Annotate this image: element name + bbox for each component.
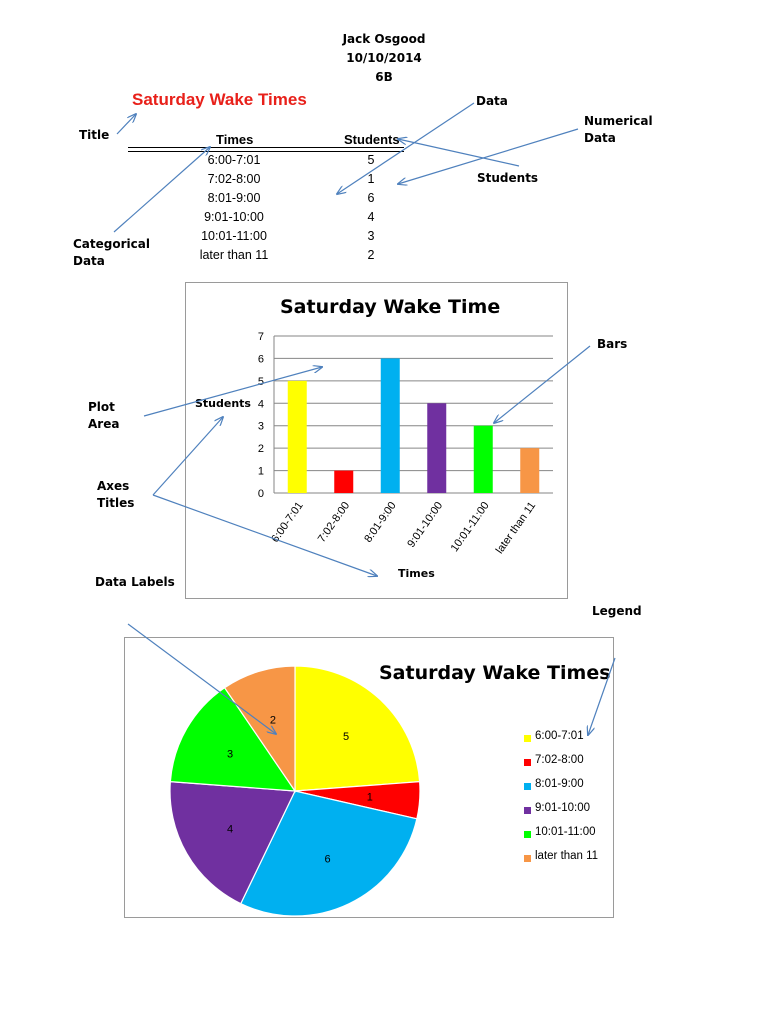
- table-header-students: Students: [344, 132, 400, 147]
- arrow-categorical-data: [113, 147, 210, 233]
- table-cell-students: 1: [367, 172, 375, 186]
- annotation-numerical-data-line2: Data: [584, 131, 616, 145]
- bar-chart-x-axis-title: Times: [398, 567, 435, 580]
- table-cell-students: 5: [367, 153, 375, 167]
- y-tick-label: 2: [258, 443, 264, 455]
- bar-chart-frame: [185, 282, 568, 599]
- annotation-axes-titles: Axes Titles: [97, 478, 134, 512]
- pie-slice: [239, 790, 418, 917]
- table-cell-students: 4: [367, 210, 375, 224]
- table-rule-top: [128, 147, 404, 148]
- annotation-bars: Bars: [597, 337, 628, 351]
- author-name: Jack Osgood: [342, 32, 426, 46]
- table-cell-time: 6:00-7:01: [207, 153, 261, 167]
- arrow-axes-titles-x: [152, 494, 377, 576]
- annotation-plot-area-line1: Plot: [88, 400, 115, 414]
- legend-label: 9:01-10:00: [535, 802, 590, 814]
- arrow-data: [337, 102, 475, 194]
- pie-data-label: 4: [227, 824, 233, 836]
- table-cell-students: 6: [367, 191, 375, 205]
- pie-data-label: 1: [367, 792, 373, 804]
- annotation-categorical-data-line1: Categorical: [73, 237, 150, 251]
- annotation-legend: Legend: [592, 604, 642, 618]
- annotation-numerical-data: Numerical Data: [584, 113, 653, 147]
- pie-slice: [223, 665, 296, 793]
- legend-label: later than 11: [535, 850, 599, 862]
- bar-chart-y-axis-title: Students: [195, 397, 251, 410]
- pie-slice: [294, 665, 421, 792]
- legend-label: 6:00-7:01: [535, 730, 584, 742]
- y-tick-label: 3: [258, 421, 264, 433]
- arrow-axes-titles-y: [152, 417, 223, 496]
- legend-swatch: [524, 831, 531, 838]
- y-tick-label: 6: [258, 353, 264, 365]
- arrow-title: [116, 114, 136, 135]
- annotation-data-labels: Data Labels: [95, 575, 175, 589]
- annotation-data: Data: [476, 94, 508, 108]
- class-name: 6B: [375, 70, 393, 84]
- document-date: 10/10/2014: [346, 51, 422, 65]
- arrow-students: [398, 139, 520, 167]
- y-tick-label: 0: [258, 488, 264, 500]
- document-title: Saturday Wake Times: [132, 90, 307, 109]
- table-cell-time: 8:01-9:00: [207, 191, 261, 205]
- arrow-plot-area: [143, 367, 322, 417]
- y-tick-label: 1: [258, 466, 264, 478]
- legend-label: 10:01-11:00: [535, 826, 596, 838]
- table-header-times: Times: [216, 132, 254, 147]
- legend-swatch: [524, 855, 531, 862]
- table-cell-students: 3: [367, 229, 375, 243]
- arrow-data-labels: [127, 623, 276, 734]
- table-cell-time: 7:02-8:00: [207, 172, 261, 186]
- pie-data-label: 2: [270, 714, 276, 726]
- y-tick-label: 4: [258, 398, 264, 410]
- annotation-categorical-data: Categorical Data: [73, 236, 150, 270]
- legend-swatch: [524, 807, 531, 814]
- pie-data-label: 3: [227, 749, 233, 761]
- annotation-plot-area: Plot Area: [88, 399, 119, 433]
- table-cell-time: later than 11: [199, 248, 269, 262]
- bar: [427, 403, 447, 493]
- annotation-categorical-data-line2: Data: [73, 254, 105, 268]
- pie-chart-title: Saturday Wake Times: [379, 662, 611, 684]
- pie-data-label: 6: [324, 854, 330, 866]
- table-cell-students: 2: [367, 248, 375, 262]
- annotation-numerical-data-line1: Numerical: [584, 114, 653, 128]
- bar: [520, 448, 540, 493]
- arrow-legend: [588, 657, 616, 735]
- pie-chart-top-rule: [128, 637, 583, 638]
- annotation-plot-area-line2: Area: [88, 417, 120, 431]
- bar: [287, 380, 307, 493]
- arrow-numerical-data: [398, 128, 579, 184]
- bar: [334, 470, 354, 493]
- bar-chart-title: Saturday Wake Time: [280, 296, 501, 318]
- table-cell-time: 10:01-11:00: [201, 229, 267, 243]
- arrow-bars: [494, 345, 591, 423]
- annotation-title: Title: [79, 128, 110, 142]
- legend-label: 8:01-9:00: [535, 778, 584, 790]
- legend-swatch: [524, 735, 531, 742]
- pie-data-label: 5: [343, 731, 349, 743]
- table-rule-bottom: [128, 151, 404, 152]
- annotation-axes-titles-line1: Axes: [97, 479, 130, 493]
- y-tick-label: 7: [258, 331, 264, 343]
- bar: [473, 425, 493, 493]
- pie-slice: [169, 781, 296, 905]
- table-cell-time: 9:01-10:00: [204, 210, 264, 224]
- bar: [380, 358, 400, 493]
- legend-swatch: [524, 759, 531, 766]
- y-tick-label: 5: [258, 376, 264, 388]
- annotation-axes-titles-line2: Titles: [97, 496, 135, 510]
- legend-swatch: [524, 783, 531, 790]
- annotation-students: Students: [477, 171, 539, 185]
- legend-label: 7:02-8:00: [535, 754, 584, 766]
